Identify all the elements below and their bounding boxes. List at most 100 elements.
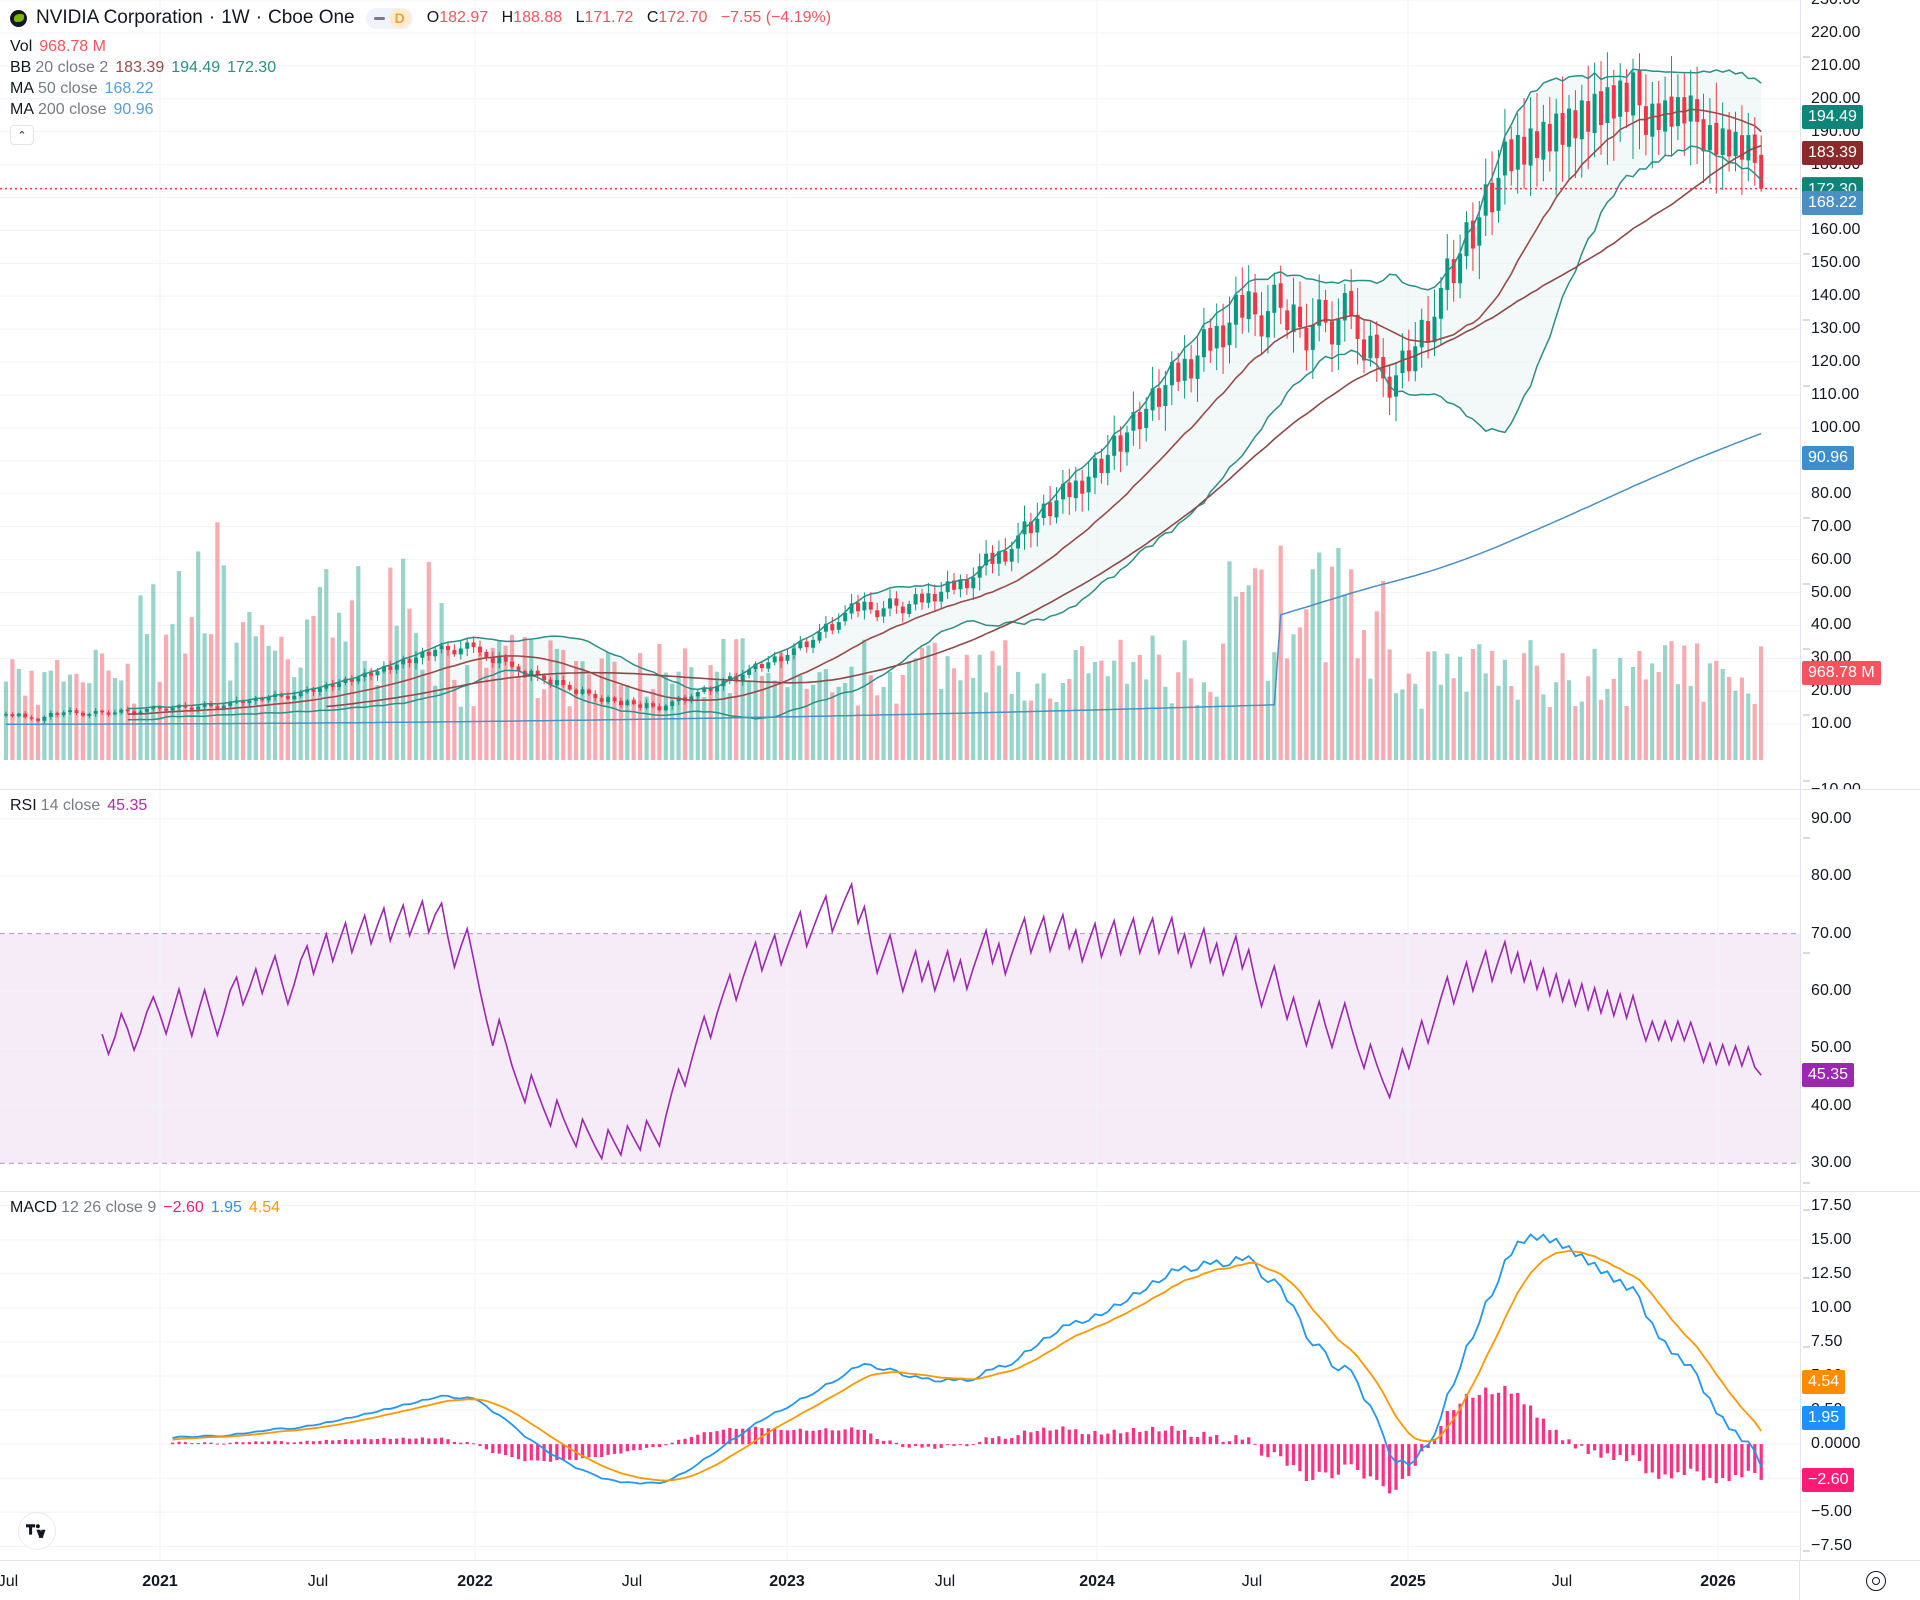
close-value: 172.70 [658,9,708,26]
price-legend: NVIDIA Corporation · 1W · Cboe One D O18… [10,5,831,145]
rsi-tick: 70.00 [1803,925,1852,1069]
chart-style-icon[interactable] [373,16,385,20]
price-tick: 10.00 [1803,715,1852,1440]
macd-tick: 12.50 [1803,1265,1852,1348]
time-axis-label: 2024 [1079,1573,1115,1590]
rsi-legend-row[interactable]: RSI 14 close 45.35 [10,795,147,816]
price-chart-canvas [0,0,1800,790]
price-tick: 100.00 [1803,419,1861,848]
session-badge[interactable]: D [388,9,411,27]
bb-lower-value: 172.30 [227,58,277,76]
ma50-value: 168.22 [104,79,154,97]
chart-settings-icon[interactable] [1866,1571,1886,1591]
ma200-value: 90.96 [113,100,154,118]
macd-signal-tag: 1.95 [1802,1405,1846,1430]
macd-tick-mark [1803,1346,1810,1348]
time-axis-label: Jul [0,1573,19,1590]
open-value: 182.97 [439,9,489,26]
pane-divider-2 [0,1191,1920,1192]
rsi-label: RSI [10,796,37,814]
rsi-tick: 50.00 [1803,1039,1852,1299]
macd-scale[interactable]: 17.5015.0012.5010.007.505.002.500.0000−2… [1800,1192,1920,1560]
macd-hist-value: 4.54 [248,1198,281,1216]
price-tick: 110.00 [1803,386,1859,782]
time-axis-label: Jul [1551,1573,1573,1590]
time-axis-label: 2021 [142,1573,178,1590]
price-tick: 70.00 [1803,518,1852,1045]
price-tick-mark [1803,583,1810,584]
time-scale[interactable]: Jul 2021 Jul 2022 Jul 2023 Jul 2024 Jul 2025 Jul 20… [0,1560,1920,1600]
macd-tick: 7.50 [1803,1333,1843,1484]
macd-signal-value: 1.95 [210,1198,242,1216]
macd-params: 12 26 close 9 [61,1198,157,1216]
macd-legend-row[interactable]: MACD 12 26 close 9 −2.60 1.95 4.54 [10,1197,280,1218]
bb-upper-tag: 194.49 [1802,104,1863,129]
macd-tick-mark [1803,1277,1810,1279]
ma200-tag: 90.96 [1802,445,1855,470]
rsi-value: 45.35 [107,796,148,814]
rsi-tick-mark [1803,1182,1810,1184]
price-tick: 50.00 [1803,584,1852,1177]
rsi-tick: 60.00 [1803,982,1852,1184]
volume-legend-row[interactable]: Vol 968.78 M [10,36,831,57]
macd-plot[interactable] [0,1192,1800,1560]
price-tick-mark [1803,253,1810,255]
ma200-legend-row[interactable]: MA 200 close 90.96 [10,99,831,120]
ma50-legend-row[interactable]: MA 50 close 168.22 [10,78,831,99]
rsi-tick: 30.00 [1803,1154,1852,1529]
time-axis-label: Jul [1241,1573,1263,1590]
ma200-params: 200 close [38,100,107,118]
price-tick: 130.00 [1803,320,1861,650]
price-tick-mark [1803,780,1810,782]
macd-legend: MACD 12 26 close 9 −2.60 1.95 4.54 [10,1197,280,1218]
macd-chart-canvas [0,1192,1800,1560]
price-tick-mark [1803,714,1810,716]
time-axis-label: 2025 [1390,1573,1426,1590]
macd-hist-tag: 4.54 [1802,1370,1846,1395]
macd-tick: −5.00 [1811,1503,1852,1521]
price-tick: 20.00 [1803,682,1852,1374]
rsi-value-tag: 45.35 [1802,1063,1855,1088]
price-plot[interactable] [0,0,1800,790]
price-tick: 60.00 [1803,551,1852,1111]
rsi-params: 14 close [40,796,101,814]
high-label: H [501,9,514,26]
tradingview-logo[interactable] [18,1512,56,1550]
time-axis-label: Jul [307,1573,329,1590]
price-scale[interactable]: 230.00220.00210.00200.00190.00180.00170.… [1800,0,1920,1572]
session-pill[interactable]: D [365,7,413,29]
volume-label: Vol [10,37,33,55]
rsi-scale[interactable]: 90.00 80.00 70.00 60.00 50.00 40.00 30.00 45.35 [1800,790,1920,1529]
rsi-tick: 40.00 [1803,1097,1852,1414]
rsi-plot[interactable] [0,790,1800,1192]
rsi-pane[interactable]: 90.00 80.00 70.00 60.00 50.00 40.00 30.00 45.35 [0,790,1920,1529]
symbol-name[interactable]: NVIDIA Corporation [36,7,203,28]
tradingview-logo-icon [26,1524,46,1538]
macd-line-tag: −2.60 [1802,1467,1855,1492]
time-axis-label: Jul [934,1573,956,1590]
collapse-legend-button[interactable]: ⌃ [10,125,34,145]
ohlc-values: O182.97 H188.88 L171.72 C172.70 −7.55 (−… [427,9,831,27]
rsi-legend: RSI 14 close 45.35 [10,795,147,816]
bb-upper-value: 194.49 [171,58,221,76]
interval-label[interactable]: 1W [221,7,250,28]
time-axis-label: 2026 [1700,1573,1736,1590]
volume-tag: 968.78 M [1802,660,1881,685]
rsi-tick-mark [1803,952,1810,954]
bb-legend-row[interactable]: BB 20 close 2 183.39 194.49 172.30 [10,57,831,78]
time-axis-separator [1799,1561,1800,1600]
macd-line-value: −2.60 [163,1198,204,1216]
symbol-title-row[interactable]: NVIDIA Corporation · 1W · Cboe One D O18… [10,5,831,31]
close-label: C [646,9,659,26]
open-label: O [426,9,440,26]
bb-basis-tag: 183.39 [1802,141,1863,166]
price-tick: 220.00 [1803,24,1861,58]
bb-label: BB [10,58,32,76]
ma50-label: MA [10,79,34,97]
macd-tick: 17.50 [1803,1197,1852,1215]
macd-pane[interactable]: 17.5015.0012.5010.007.505.002.500.0000−2… [0,1192,1920,1560]
exchange-label[interactable]: Cboe One [268,7,355,28]
price-tick: 140.00 [1803,287,1861,584]
